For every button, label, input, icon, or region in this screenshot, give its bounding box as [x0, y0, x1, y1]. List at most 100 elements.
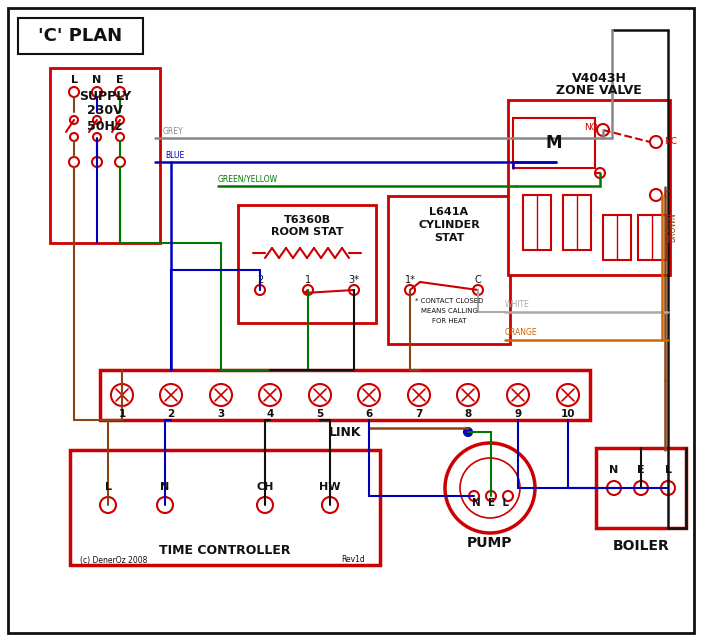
Text: 2: 2	[257, 275, 263, 285]
Text: BOILER: BOILER	[613, 539, 670, 553]
Text: C: C	[475, 275, 482, 285]
Circle shape	[69, 87, 79, 97]
Circle shape	[160, 384, 182, 406]
Text: T6360B: T6360B	[284, 215, 331, 225]
Circle shape	[349, 285, 359, 295]
Text: 1: 1	[305, 275, 311, 285]
Text: 1*: 1*	[404, 275, 416, 285]
Circle shape	[650, 189, 662, 201]
Text: 'C' PLAN: 'C' PLAN	[38, 27, 122, 45]
Text: TIME CONTROLLER: TIME CONTROLLER	[159, 544, 291, 556]
Circle shape	[116, 116, 124, 124]
Circle shape	[405, 285, 415, 295]
Circle shape	[257, 497, 273, 513]
Bar	[523, 195, 551, 250]
Text: 3*: 3*	[349, 275, 359, 285]
Text: 8: 8	[465, 409, 472, 419]
Text: 2: 2	[167, 409, 175, 419]
Bar	[513, 118, 595, 168]
Text: NO: NO	[584, 122, 598, 131]
Text: L: L	[665, 465, 672, 475]
Text: BLUE: BLUE	[165, 151, 184, 160]
Bar	[596, 448, 686, 528]
Circle shape	[70, 116, 78, 124]
Circle shape	[92, 87, 102, 97]
Text: GREY: GREY	[163, 127, 184, 136]
Text: 230V: 230V	[87, 104, 123, 117]
Text: STAT: STAT	[434, 233, 464, 243]
Circle shape	[607, 481, 621, 495]
Text: FOR HEAT: FOR HEAT	[432, 318, 466, 324]
Text: PUMP: PUMP	[468, 536, 512, 550]
Text: HW: HW	[319, 482, 340, 492]
Text: E: E	[117, 75, 124, 85]
Circle shape	[650, 136, 662, 148]
Circle shape	[557, 384, 579, 406]
Circle shape	[93, 116, 101, 124]
Text: L641A: L641A	[430, 207, 468, 217]
Circle shape	[100, 497, 116, 513]
Text: 5: 5	[317, 409, 324, 419]
Bar	[603, 215, 631, 260]
Circle shape	[259, 384, 281, 406]
Circle shape	[595, 168, 605, 178]
Circle shape	[322, 497, 338, 513]
Circle shape	[473, 285, 483, 295]
Circle shape	[115, 87, 125, 97]
Text: Rev1d: Rev1d	[341, 556, 365, 565]
Bar	[70, 450, 380, 565]
Text: L: L	[105, 482, 112, 492]
Bar	[508, 100, 670, 275]
Text: E: E	[637, 465, 645, 475]
Circle shape	[445, 443, 535, 533]
Circle shape	[464, 428, 472, 436]
Text: NC: NC	[664, 138, 677, 147]
Circle shape	[116, 133, 124, 141]
Text: N: N	[609, 465, 618, 475]
Circle shape	[303, 285, 313, 295]
Circle shape	[157, 497, 173, 513]
Circle shape	[210, 384, 232, 406]
Text: 7: 7	[416, 409, 423, 419]
Text: L: L	[70, 75, 77, 85]
Text: N  E  L: N E L	[472, 498, 508, 508]
Text: WHITE: WHITE	[505, 300, 530, 309]
Text: 3: 3	[218, 409, 225, 419]
Text: ORANGE: ORANGE	[505, 328, 538, 337]
Text: MEANS CALLING: MEANS CALLING	[420, 308, 477, 314]
Text: N: N	[160, 482, 170, 492]
Text: 1: 1	[119, 409, 126, 419]
Bar	[18, 18, 143, 54]
Bar	[50, 68, 160, 243]
Circle shape	[309, 384, 331, 406]
Text: ZONE VALVE: ZONE VALVE	[556, 83, 642, 97]
Text: * CONTACT CLOSED: * CONTACT CLOSED	[415, 298, 483, 304]
Circle shape	[92, 157, 102, 167]
Circle shape	[408, 384, 430, 406]
Text: 6: 6	[365, 409, 373, 419]
Text: N: N	[93, 75, 102, 85]
Text: M: M	[545, 134, 562, 152]
Bar	[388, 196, 510, 344]
Circle shape	[507, 384, 529, 406]
Circle shape	[486, 491, 496, 501]
Text: CYLINDER: CYLINDER	[418, 220, 480, 230]
Text: SUPPLY: SUPPLY	[79, 90, 131, 103]
Circle shape	[93, 133, 101, 141]
Circle shape	[255, 285, 265, 295]
Circle shape	[503, 491, 513, 501]
Bar	[563, 195, 591, 250]
Text: LINK: LINK	[329, 426, 362, 438]
Text: (c) DenerOz 2008: (c) DenerOz 2008	[80, 556, 147, 565]
Text: GREEN/YELLOW: GREEN/YELLOW	[218, 175, 278, 184]
Bar	[238, 205, 376, 323]
Text: 9: 9	[515, 409, 522, 419]
Text: 10: 10	[561, 409, 575, 419]
Bar	[100, 370, 590, 420]
Circle shape	[69, 157, 79, 167]
Circle shape	[70, 133, 78, 141]
Circle shape	[661, 481, 675, 495]
Circle shape	[457, 384, 479, 406]
Circle shape	[469, 491, 479, 501]
Circle shape	[597, 124, 609, 136]
